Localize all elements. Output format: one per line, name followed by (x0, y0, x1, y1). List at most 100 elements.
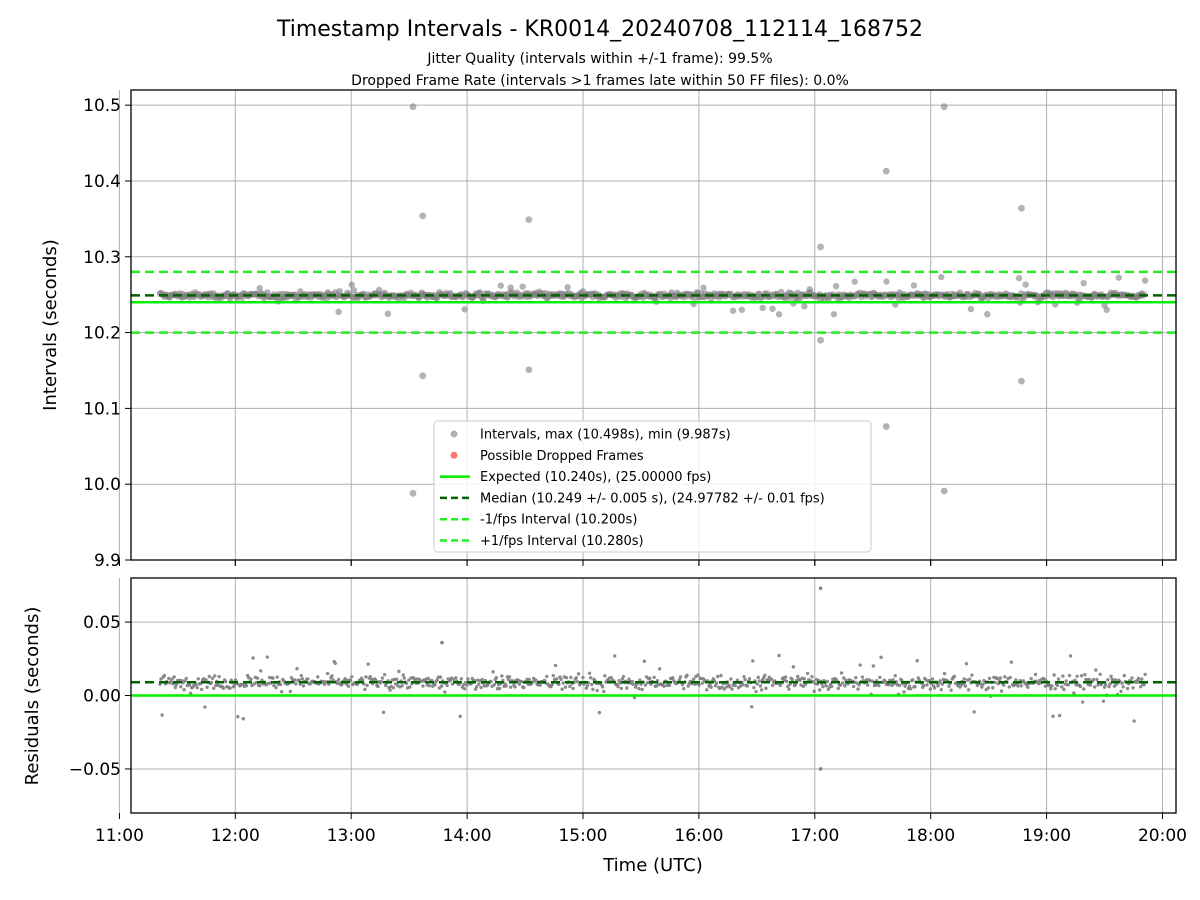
residual-point (167, 676, 171, 681)
residual-point (1140, 677, 1144, 681)
residual-point (844, 678, 848, 682)
residual-point (1101, 699, 1106, 703)
residual-point (1064, 679, 1068, 683)
residual-point (741, 683, 745, 687)
residual-point (1120, 681, 1124, 685)
interval-outlier-point (1018, 377, 1025, 385)
residual-point (752, 685, 756, 690)
residual-point (427, 684, 432, 688)
residual-point (224, 679, 228, 684)
residual-point (435, 678, 439, 682)
residual-point (257, 683, 262, 688)
residual-point (854, 675, 858, 680)
residual-point (1014, 678, 1018, 682)
legend-label: Intervals, max (10.498s), min (9.987s) (480, 428, 731, 443)
residual-point (667, 683, 672, 688)
residual-point (829, 684, 834, 689)
y-tick-label: −0.05 (69, 760, 121, 780)
residual-point (879, 655, 883, 660)
x-axis-label: Time (UTC) (602, 855, 703, 876)
residual-point (187, 683, 192, 687)
residual-point (999, 689, 1004, 693)
interval-outlier-point (940, 487, 948, 495)
residual-point (947, 684, 951, 688)
residual-point (232, 683, 237, 687)
residual-point (400, 684, 404, 688)
residual-point (644, 675, 649, 679)
residual-point (1008, 675, 1013, 680)
residual-point (1119, 689, 1123, 694)
residual-point (491, 670, 495, 674)
residual-point (1075, 674, 1079, 678)
residual-point (642, 659, 647, 663)
interval-point (967, 305, 975, 313)
residual-point (751, 659, 755, 663)
residual-point (1130, 676, 1134, 680)
residual-point (625, 686, 629, 690)
legend-label: +1/fps Interval (10.280s) (480, 534, 644, 549)
residual-point (1053, 687, 1057, 691)
residual-point (662, 684, 666, 688)
residual-point (756, 675, 760, 680)
y-tick-label: 10.2 (83, 324, 121, 344)
residual-point (857, 683, 861, 687)
interval-point (700, 284, 707, 291)
residual-point (376, 684, 380, 689)
residual-point (1125, 686, 1130, 691)
residual-point (755, 682, 759, 686)
residual-point (457, 682, 461, 687)
residual-outlier-point (818, 586, 823, 591)
y-tick-label: 10.4 (83, 172, 121, 192)
residual-point (379, 679, 384, 684)
residual-point (366, 662, 370, 666)
x-tick-label: 18:00 (906, 826, 955, 846)
residual-point (866, 683, 870, 687)
residual-point (288, 689, 293, 694)
residual-point (908, 687, 913, 691)
residual-point (1102, 685, 1107, 689)
legend-label: Expected (10.240s), (25.00000 fps) (480, 470, 711, 485)
interval-outlier-point (525, 366, 533, 374)
residual-point (504, 684, 508, 688)
residual-point (609, 676, 614, 680)
residual-point (747, 677, 752, 681)
residual-point (838, 683, 843, 687)
residual-point (764, 686, 768, 691)
residual-point (571, 686, 575, 691)
interval-outlier-point (419, 212, 427, 220)
residual-point (421, 684, 425, 688)
residual-point (205, 685, 209, 689)
residual-outlier-point (818, 767, 823, 771)
residual-point (160, 713, 164, 717)
interval-point (769, 305, 776, 312)
residual-point (522, 685, 526, 690)
residual-point (336, 677, 341, 682)
residual-point (933, 686, 937, 690)
residual-point (233, 678, 238, 682)
residual-point (597, 710, 602, 715)
residual-point (174, 683, 179, 687)
residual-point (1078, 684, 1083, 689)
residual-point (534, 678, 538, 682)
residual-point (363, 687, 367, 692)
residual-point (981, 682, 985, 687)
residual-point (619, 686, 624, 691)
residual-point (271, 676, 275, 680)
y-tick-label: 0.05 (83, 613, 121, 633)
residual-point (966, 688, 971, 692)
residual-point (1088, 683, 1093, 687)
residual-point (437, 686, 442, 690)
residual-point (595, 688, 599, 693)
residual-point (365, 683, 369, 688)
residual-point (922, 683, 926, 688)
residual-point (1143, 672, 1147, 677)
residual-point (1002, 683, 1006, 687)
residual-point (179, 685, 183, 689)
residual-point (1080, 700, 1085, 704)
interval-point (775, 311, 783, 318)
residual-point (620, 677, 625, 681)
legend: Intervals, max (10.498s), min (9.987s) Po… (433, 420, 872, 553)
interval-point (1141, 277, 1149, 284)
residual-point (812, 689, 816, 694)
residual-point (517, 682, 522, 686)
